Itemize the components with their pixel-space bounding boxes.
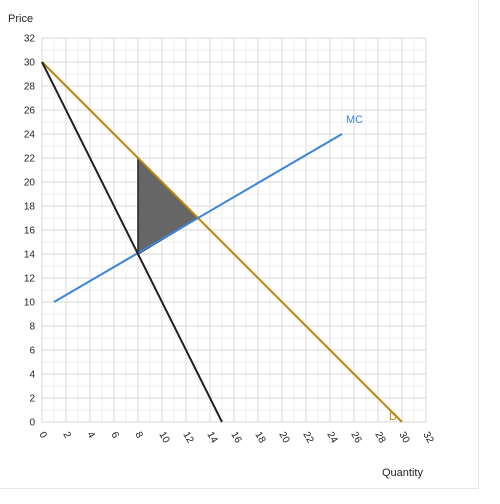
series-layer: D MC — [41, 61, 403, 423]
x-tick-label: 24 — [324, 430, 339, 446]
x-tick-label: 8 — [132, 430, 145, 441]
x-tick-labels: 0 2 4 6 8 10 12 14 16 18 20 22 24 26 28 30 32 — [36, 430, 435, 446]
x-axis-title: Quantity — [382, 467, 423, 479]
y-tick-label: 4 — [29, 370, 35, 381]
x-tick-label: 2 — [60, 430, 73, 441]
y-axis-title: Price — [8, 13, 33, 25]
chart-frame — [0, 0, 479, 489]
x-tick-label: 22 — [300, 430, 315, 446]
y-tick-label: 12 — [24, 274, 36, 285]
y-tick-label: 2 — [29, 394, 35, 405]
y-tick-label: 6 — [29, 346, 35, 357]
grid — [41, 37, 427, 423]
series-label-d: D — [389, 411, 397, 423]
x-tick-label: 18 — [252, 430, 267, 446]
x-tick-label: 4 — [84, 430, 97, 441]
series-line-d — [41, 61, 403, 423]
y-tick-label: 32 — [24, 34, 36, 45]
y-tick-label: 16 — [24, 226, 36, 237]
x-tick-label: 16 — [228, 430, 243, 446]
series-line-mc — [53, 133, 343, 303]
series-line-unlabeled — [41, 61, 223, 423]
x-tick-label: 28 — [372, 430, 387, 446]
y-tick-label: 10 — [24, 298, 36, 309]
y-tick-label: 22 — [24, 154, 36, 165]
series-label-mc: MC — [346, 114, 363, 126]
y-tick-label: 0 — [29, 418, 35, 429]
x-tick-label: 10 — [156, 430, 171, 446]
x-tick-label: 6 — [108, 430, 121, 441]
y-tick-label: 24 — [24, 130, 36, 141]
y-tick-label: 14 — [24, 250, 36, 261]
y-tick-label: 20 — [24, 178, 36, 189]
x-tick-label: 26 — [348, 430, 363, 446]
x-tick-label: 14 — [204, 430, 219, 446]
x-tick-label: 12 — [180, 430, 195, 446]
y-tick-label: 8 — [29, 322, 35, 333]
x-tick-label: 0 — [36, 430, 49, 441]
y-tick-label: 30 — [24, 58, 36, 69]
y-tick-label: 26 — [24, 106, 36, 117]
x-tick-label: 20 — [276, 430, 291, 446]
y-tick-label: 28 — [24, 82, 36, 93]
x-tick-label: 32 — [420, 430, 435, 446]
x-tick-label: 30 — [396, 430, 411, 446]
y-tick-label: 18 — [24, 202, 36, 213]
